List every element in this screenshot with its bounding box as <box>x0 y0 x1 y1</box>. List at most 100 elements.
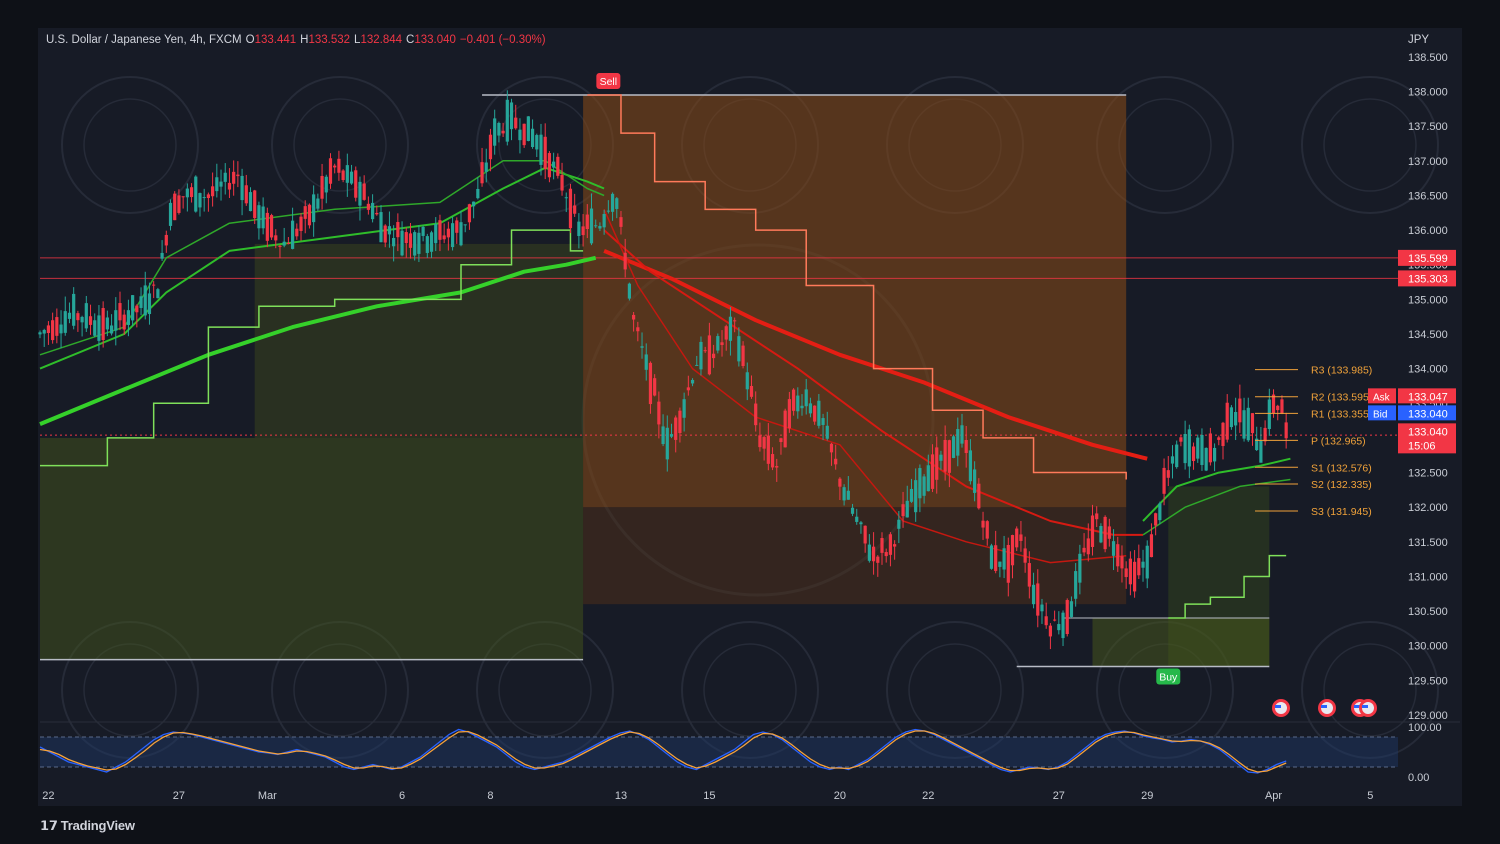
candle-body <box>716 336 720 351</box>
buy-zone-base <box>1092 618 1270 667</box>
flag-canton-icon <box>1275 705 1281 708</box>
candle-body <box>1006 544 1010 583</box>
candle-body <box>577 221 581 236</box>
candle-body <box>1145 545 1149 579</box>
candle-body <box>1238 398 1242 423</box>
candle-body <box>669 434 674 437</box>
ask-tag <box>1368 388 1396 404</box>
candle-body <box>994 545 998 571</box>
candle-body <box>690 379 695 384</box>
time-tick-label: 27 <box>1053 790 1065 802</box>
bear-zone-lower <box>583 507 1127 605</box>
candle-body <box>1212 447 1217 462</box>
candle-body <box>480 162 484 184</box>
candle-body <box>855 516 859 522</box>
open-label: O <box>245 34 255 46</box>
tradingview-logo[interactable]: 𝟭𝟳 TradingView <box>40 818 135 834</box>
candle-body <box>236 174 240 177</box>
symbol-legend[interactable]: U.S. Dollar / Japanese Yen, 4h, FXCM O 133… <box>46 34 550 46</box>
watermark-ring <box>1301 76 1439 214</box>
candle-body <box>636 327 640 332</box>
candles[interactable] <box>38 90 1288 650</box>
candle-body <box>644 354 648 370</box>
trailing-stop-buy <box>1168 554 1287 619</box>
price-tick-label: 138.000 <box>1408 87 1448 99</box>
brand-name: TradingView <box>60 818 135 833</box>
oscillator-tick-label: 100.00 <box>1408 722 1442 734</box>
economic-events[interactable] <box>1272 699 1377 717</box>
candle-body <box>396 222 400 238</box>
oscillator-pane[interactable]: 100.00 0.00 <box>39 721 1460 784</box>
candle-body <box>657 401 661 425</box>
candle-body <box>1128 558 1132 585</box>
tv-icon: 𝟭𝟳 <box>40 818 58 833</box>
candle-body <box>989 545 994 569</box>
watermark-inner-ring <box>83 643 177 737</box>
candle-body <box>1120 556 1124 569</box>
candle-body <box>775 466 779 468</box>
candle-body <box>1040 604 1044 612</box>
candle-body <box>821 418 825 425</box>
watermark-inner-ring <box>498 643 592 737</box>
close-value: 133.040 <box>414 34 456 46</box>
time-axis[interactable]: 22 27 Mar 6 8 13 15 20 22 27 29 Apr 5 <box>42 790 1373 802</box>
candle-body <box>960 425 964 444</box>
candle-body <box>375 212 379 215</box>
candle-body <box>476 188 480 199</box>
candle-body <box>1002 548 1006 570</box>
change-value: −0.401 (−0.30%) <box>459 34 546 46</box>
price-level-tag-label: 135.599 <box>1408 253 1448 265</box>
candle-body <box>370 202 375 220</box>
candle-body <box>712 353 716 359</box>
candle-body <box>472 201 476 207</box>
candle-body <box>59 324 63 334</box>
candle-body <box>1053 619 1057 621</box>
buy-signal-tag[interactable] <box>1156 668 1181 685</box>
candle-body <box>1099 526 1103 543</box>
candle-body <box>724 326 728 340</box>
sell-signal-tag[interactable] <box>596 73 621 90</box>
candle-body <box>1048 625 1052 637</box>
candle-body <box>1204 447 1208 471</box>
candle-body <box>400 230 404 256</box>
candle-body <box>46 325 51 334</box>
time-tick-label: Mar <box>258 790 277 802</box>
candle-body <box>408 233 413 248</box>
candle-body <box>914 480 918 513</box>
time-tick-label: 27 <box>173 790 185 802</box>
candle-body <box>505 99 509 142</box>
candle-body <box>295 228 299 237</box>
candle-body <box>863 525 867 544</box>
zone-boxes <box>40 94 1270 668</box>
time-tick-label: 13 <box>615 790 627 802</box>
candle-body <box>1141 561 1145 568</box>
candle-body <box>67 312 72 319</box>
candle-body <box>1221 422 1225 447</box>
symbol-title[interactable]: U.S. Dollar / Japanese Yen, 4h, FXCM <box>46 34 242 46</box>
candle-body <box>1095 513 1099 520</box>
watermark-inner-ring <box>293 643 387 737</box>
price-level-tag-label: 135.303 <box>1408 273 1448 285</box>
candle-body <box>1191 446 1196 462</box>
candle-body <box>109 325 114 334</box>
candle-body <box>682 399 686 418</box>
candle-body <box>93 320 97 336</box>
candle-body <box>1057 624 1061 631</box>
candle-body <box>678 410 682 434</box>
candle-body <box>303 206 307 219</box>
candle-body <box>1170 456 1175 464</box>
candle-body <box>168 202 173 226</box>
candle-body <box>1116 544 1120 567</box>
candle-body <box>543 136 547 169</box>
flag-canton-icon <box>1354 705 1360 708</box>
price-tick-label: 131.000 <box>1408 571 1448 583</box>
candle-body <box>935 447 939 480</box>
oscillator-tick-label: 0.00 <box>1408 772 1429 784</box>
candle-body <box>1246 407 1250 441</box>
price-tags: 135.599 135.303 Ask 133.047 Bid 133.040 133.04… <box>1368 249 1456 454</box>
candle-body <box>219 181 223 187</box>
price-tick-label: 130.500 <box>1408 606 1448 618</box>
oscillator-band <box>40 737 1398 767</box>
candle-body <box>1137 558 1141 576</box>
